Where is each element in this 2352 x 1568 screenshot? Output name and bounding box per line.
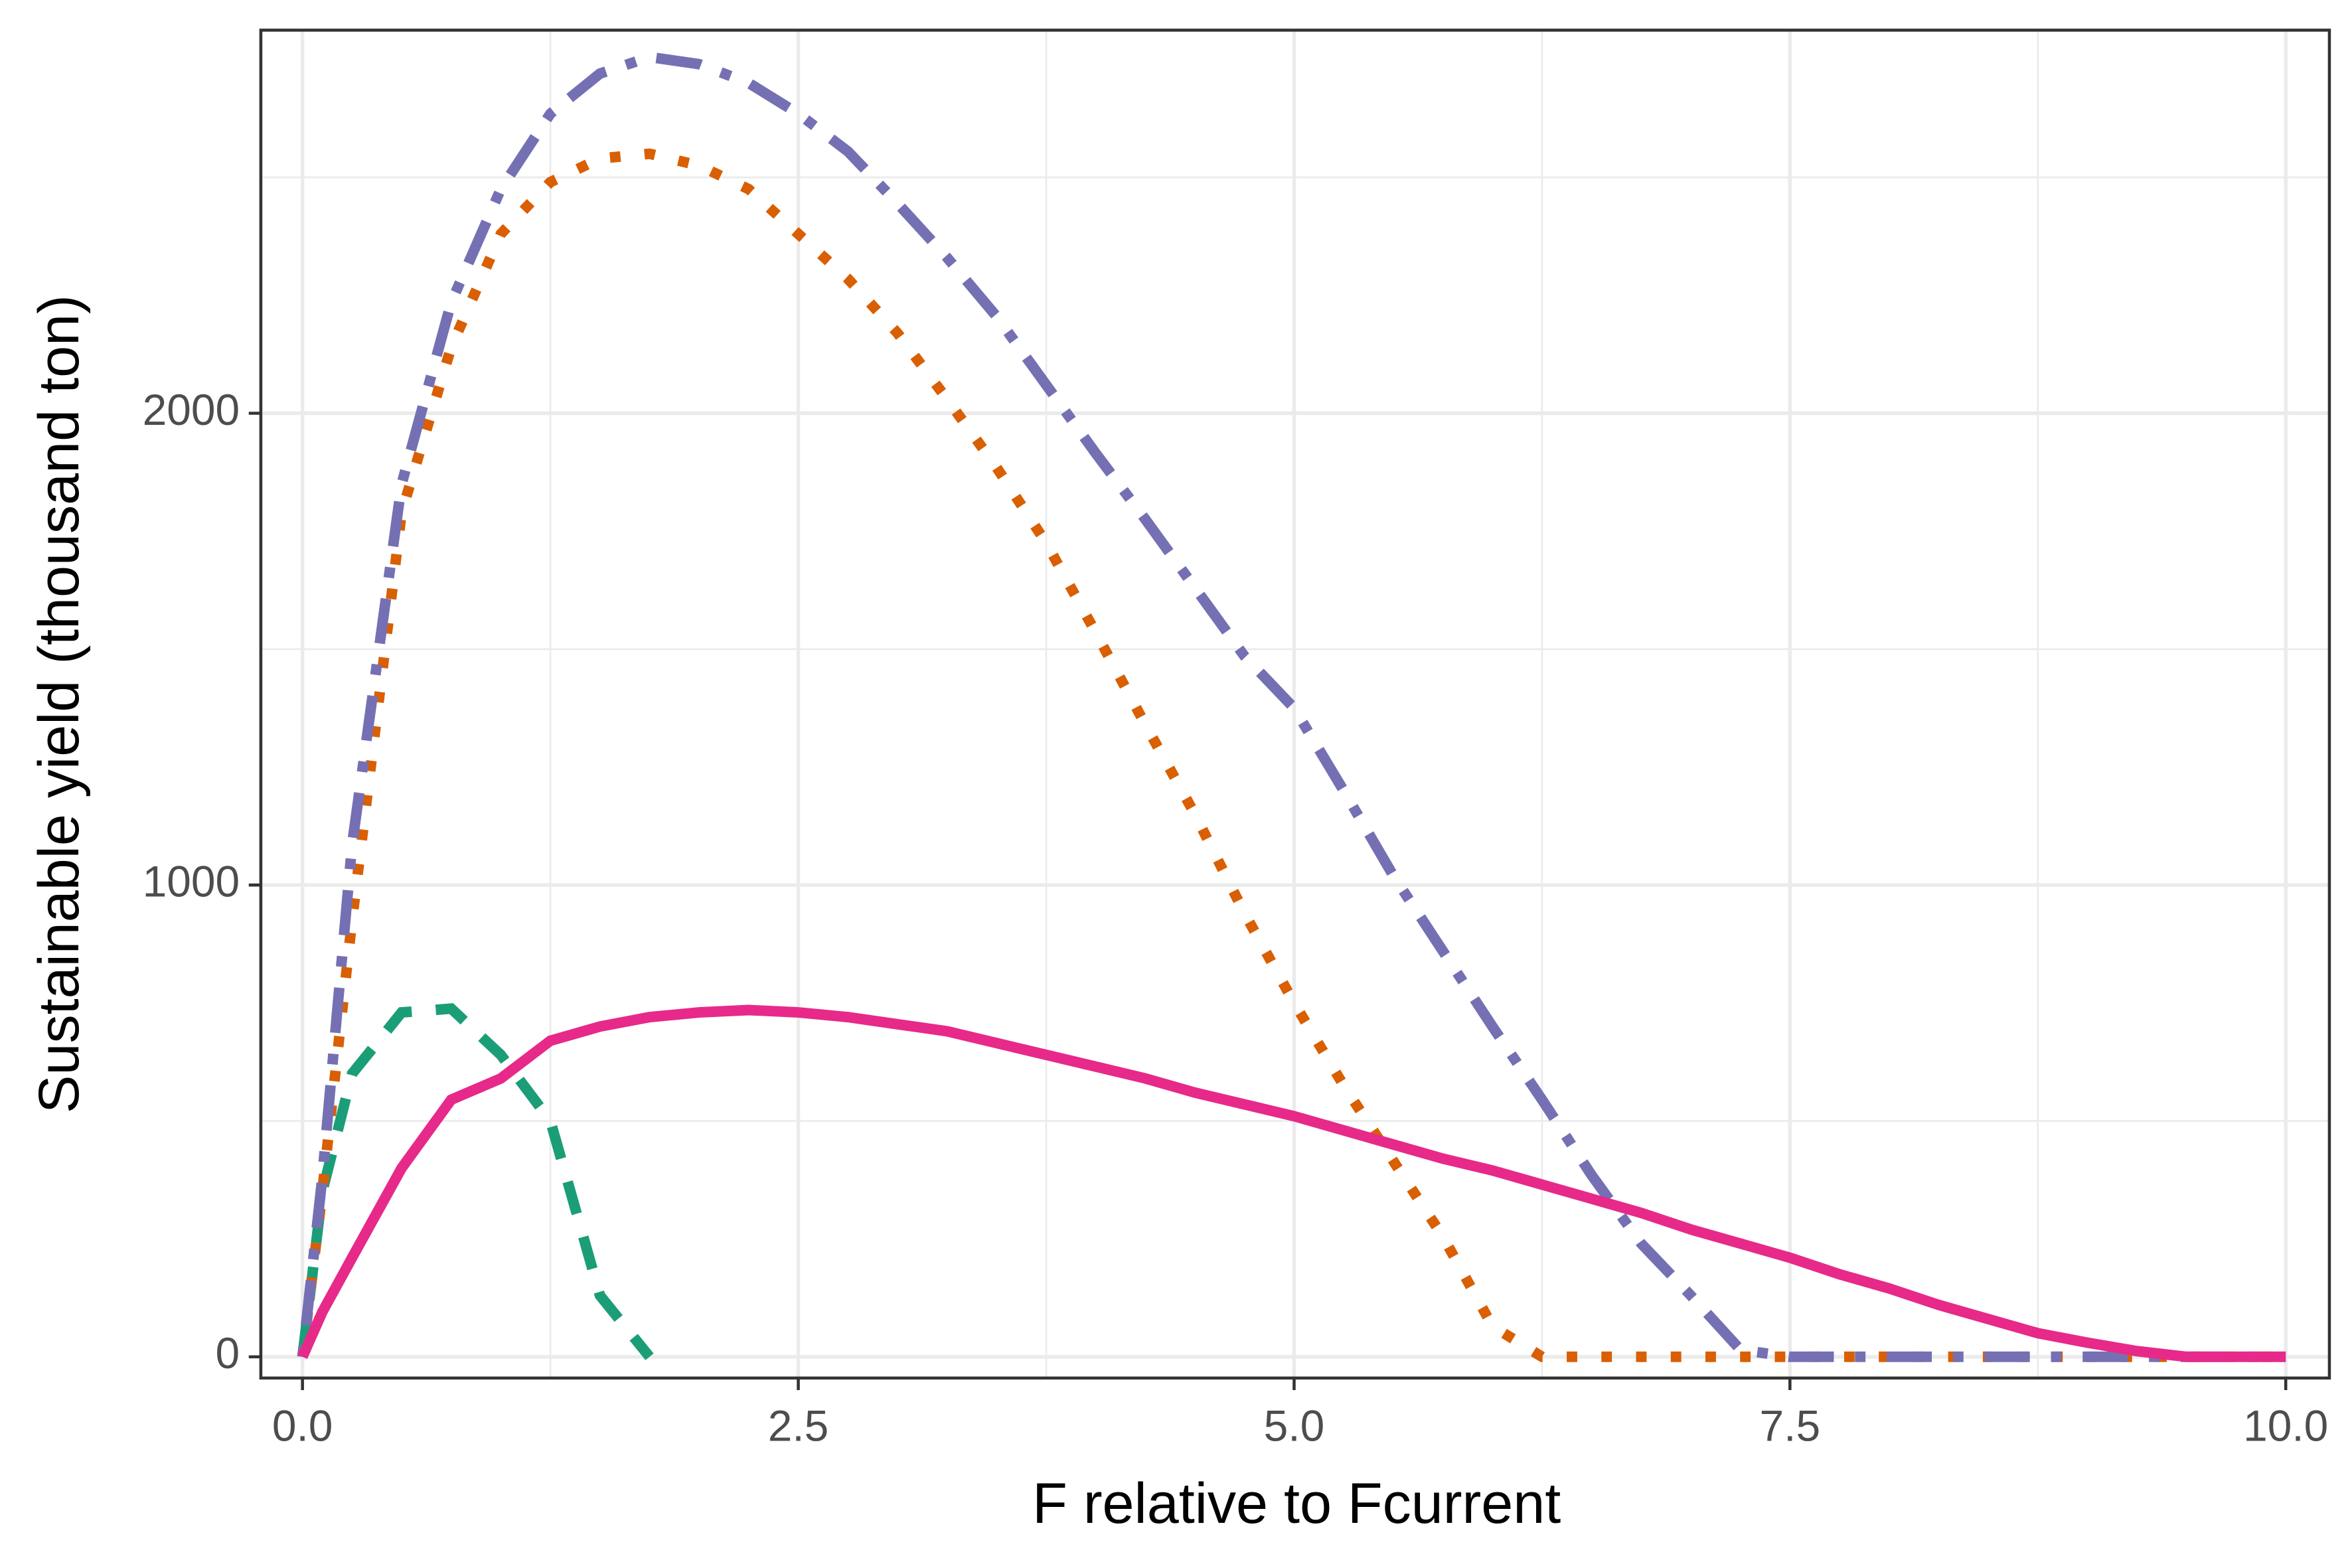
y-axis-label: Sustainable yield (thousand ton) <box>27 295 91 1113</box>
series-line <box>297 1004 2286 1362</box>
x-tick-label: 10.0 <box>2243 1401 2328 1450</box>
y-tick-label: 1000 <box>143 857 240 906</box>
series-line <box>297 51 2286 1362</box>
series-line <box>297 148 2286 1362</box>
x-tick-label: 2.5 <box>768 1401 829 1450</box>
series-line <box>297 1003 654 1360</box>
y-tick-label: 0 <box>215 1328 240 1377</box>
plot-border <box>259 29 2331 1380</box>
y-tick-label: 2000 <box>143 385 240 434</box>
x-tick-label: 7.5 <box>1760 1401 1821 1450</box>
x-tick-label: 0.0 <box>272 1401 333 1450</box>
x-tick-label: 5.0 <box>1264 1401 1325 1450</box>
x-axis-label: F relative to Fcurrent <box>1032 1472 1561 1535</box>
